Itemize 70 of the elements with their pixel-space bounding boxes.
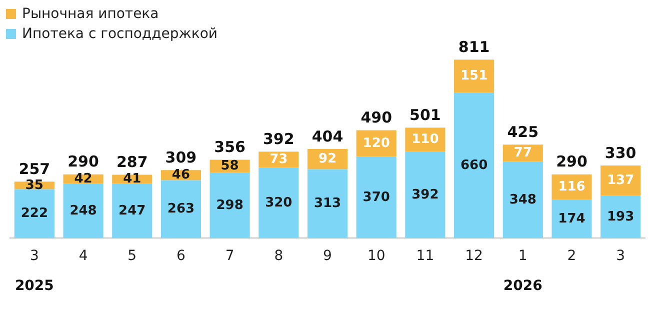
- data-label: 41: [123, 172, 142, 187]
- text: 2026: [503, 278, 542, 294]
- total-label: 290: [556, 152, 588, 171]
- data-label: 248: [70, 203, 97, 218]
- x-tick-label: 5: [128, 248, 137, 264]
- data-label: 137: [607, 172, 634, 188]
- data-label: 298: [216, 198, 244, 213]
- bar: [14, 189, 54, 238]
- x-tick-label: 11: [416, 248, 434, 264]
- total-label: 309: [165, 148, 197, 167]
- bar: [258, 168, 299, 238]
- total-label: 501: [410, 106, 441, 124]
- total-label: 490: [360, 108, 392, 127]
- x-tick-label: 8: [274, 248, 284, 264]
- x-tick-label: 3: [30, 248, 39, 264]
- bar: [63, 184, 104, 238]
- bar: [307, 169, 348, 238]
- total-label: 290: [68, 152, 99, 171]
- bar: [552, 200, 592, 238]
- data-label: 247: [118, 203, 146, 218]
- x-tick-label: 2: [567, 248, 576, 264]
- data-label: 73: [270, 152, 288, 168]
- data-label: 116: [558, 179, 586, 194]
- x-tick-label: 10: [367, 248, 386, 264]
- total-label: 287: [116, 153, 148, 172]
- bar: [210, 172, 250, 238]
- legend-label: Ипотека с господдержкой: [22, 26, 218, 42]
- data-label: 193: [607, 209, 634, 224]
- data-label: 320: [265, 195, 292, 210]
- bar: [600, 196, 641, 238]
- bar: [405, 152, 446, 238]
- data-label: 77: [514, 145, 532, 160]
- data-label: 392: [412, 187, 439, 202]
- total-label: 330: [604, 144, 636, 162]
- data-label: 348: [509, 192, 536, 208]
- legend-label: Рыночная ипотека: [22, 6, 159, 22]
- bar: [454, 92, 494, 238]
- bar: [356, 156, 396, 238]
- data-label: 174: [558, 211, 586, 226]
- x-tick-label: 1: [518, 248, 528, 264]
- bar: [160, 180, 201, 238]
- data-label: 58: [220, 158, 239, 174]
- data-label: 370: [362, 190, 390, 205]
- total-label: 356: [214, 138, 246, 156]
- x-tick-label: 7: [225, 248, 234, 264]
- x-tick-label: 12: [465, 248, 483, 264]
- data-label: 151: [460, 68, 488, 84]
- total-label: 392: [263, 130, 294, 148]
- x-tick-label: 6: [176, 248, 186, 264]
- x-tick-label: 9: [323, 248, 332, 264]
- data-label: 313: [314, 196, 342, 212]
- data-label: 660: [460, 158, 488, 173]
- data-label: 46: [172, 168, 190, 183]
- total-label: 404: [312, 127, 344, 146]
- data-label: 263: [167, 202, 195, 217]
- x-tick-label: 3: [616, 248, 626, 264]
- data-label: 110: [412, 132, 439, 148]
- data-label: 92: [318, 152, 337, 167]
- data-label: 120: [362, 136, 390, 151]
- data-label: 42: [74, 171, 92, 186]
- bar: [454, 60, 494, 93]
- total-label: 257: [18, 160, 50, 178]
- data-label: 35: [25, 178, 44, 193]
- x-tick-label: 4: [78, 248, 88, 264]
- text: 2025: [14, 278, 54, 294]
- bar: [502, 162, 543, 238]
- data-label: 222: [20, 206, 48, 222]
- total-label: 425: [507, 122, 539, 141]
- bar: [112, 184, 152, 238]
- total-label: 811: [458, 38, 490, 56]
